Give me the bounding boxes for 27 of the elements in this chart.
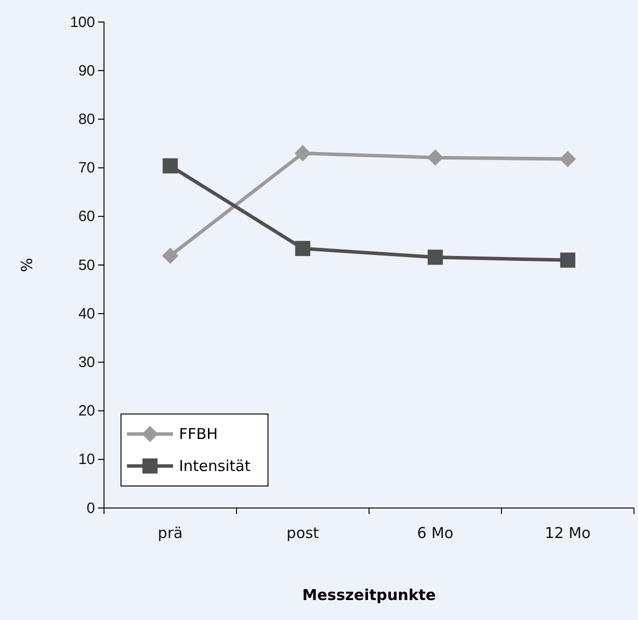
point	[560, 150, 576, 168]
x-tick-label: prä	[158, 524, 183, 542]
y-tick-label: 80	[78, 111, 95, 128]
x-axis-title: Messzeitpunkte	[302, 586, 436, 604]
y-tick-label: 100	[70, 14, 95, 31]
y-tick-label: 20	[78, 402, 95, 420]
point	[294, 145, 311, 162]
point	[427, 149, 444, 166]
y-tick-label: 90	[78, 62, 95, 80]
x-tick-label: post	[286, 524, 320, 542]
y-axis-title: %	[18, 258, 36, 272]
y-tick-label: 60	[78, 208, 95, 226]
x-tick-label: 12 Mo	[544, 524, 591, 542]
y-tick-label: 50	[78, 256, 95, 274]
y-tick-label: 10	[78, 451, 95, 468]
y-tick-label: 40	[78, 305, 95, 322]
x-tick-label: 6 Mo	[417, 524, 454, 542]
y-tick-label: 30	[78, 354, 95, 371]
point	[162, 248, 178, 264]
y-tick-label: 0	[86, 500, 95, 517]
point	[162, 158, 178, 174]
legend-label: Intensität	[179, 457, 251, 475]
point	[428, 250, 443, 265]
point	[295, 240, 310, 256]
legend-label: FFBH	[179, 425, 218, 443]
point	[560, 252, 576, 268]
y-tick-label: 70	[78, 160, 95, 177]
